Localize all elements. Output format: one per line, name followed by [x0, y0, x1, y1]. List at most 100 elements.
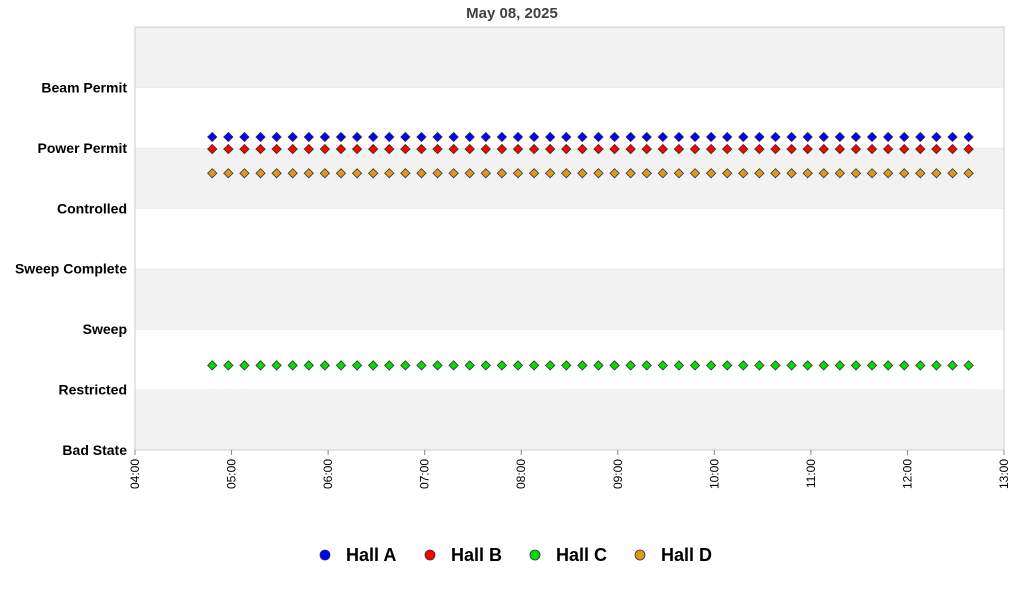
- data-point: [834, 168, 846, 179]
- data-point: [802, 168, 813, 179]
- data-point: [271, 168, 282, 179]
- data-point: [384, 131, 395, 143]
- data-point: [850, 168, 862, 179]
- data-point: [351, 168, 363, 179]
- data-point: [561, 143, 572, 155]
- data-point: [689, 168, 701, 179]
- data-point: [947, 143, 958, 155]
- data-point: [673, 131, 685, 143]
- data-point: [931, 143, 942, 155]
- x-tick-label: 11:00: [804, 459, 818, 488]
- data-point: [915, 168, 926, 179]
- plot-band: [135, 147, 1004, 209]
- data-point: [641, 143, 652, 155]
- data-point: [641, 131, 652, 143]
- data-point: [754, 168, 765, 179]
- data-point: [496, 131, 508, 143]
- data-point: [400, 168, 411, 179]
- data-point: [738, 143, 749, 155]
- data-point: [303, 360, 314, 371]
- data-point: [223, 131, 234, 143]
- x-tick-label: 04:00: [128, 459, 142, 489]
- data-point: [641, 168, 652, 179]
- data-point: [850, 360, 862, 371]
- legend: Hall A Hall B Hall C Hall D: [319, 545, 712, 565]
- data-point: [223, 168, 234, 179]
- data-point: [351, 131, 363, 143]
- data-point: [207, 131, 218, 143]
- data-point: [705, 168, 717, 179]
- data-point: [319, 168, 331, 179]
- y-axis-labels: Bad State Restricted Sweep Sweep Complete Co…: [15, 79, 127, 458]
- plot-band: [135, 389, 1004, 450]
- data-point: [368, 131, 379, 143]
- data-point: [384, 360, 395, 371]
- data-point: [351, 360, 363, 371]
- data-point: [303, 143, 314, 155]
- data-point: [770, 143, 781, 155]
- data-point: [786, 168, 797, 179]
- data-point: [625, 360, 636, 371]
- data-point: [834, 131, 846, 143]
- data-point: [625, 143, 636, 155]
- data-point: [271, 131, 282, 143]
- x-tick-label: 05:00: [225, 459, 239, 489]
- data-point: [255, 360, 266, 371]
- data-point: [335, 143, 347, 155]
- y-tick-label: Restricted: [59, 382, 127, 398]
- data-point: [512, 360, 524, 371]
- data-point: [271, 143, 282, 155]
- data-point: [319, 143, 331, 155]
- data-point: [882, 143, 894, 155]
- data-point: [609, 143, 620, 155]
- data-point: [625, 168, 636, 179]
- data-point: [384, 168, 395, 179]
- data-point: [577, 131, 588, 143]
- data-point: [432, 131, 443, 143]
- data-point: [416, 360, 427, 371]
- data-point: [882, 360, 894, 371]
- data-point: [818, 168, 829, 179]
- data-point: [770, 360, 781, 371]
- y-tick-label: Beam Permit: [41, 79, 127, 95]
- plot-band: [135, 27, 1004, 88]
- data-point: [899, 360, 910, 371]
- data-point: [673, 168, 685, 179]
- data-point: [899, 143, 910, 155]
- x-tick-label: 06:00: [321, 459, 335, 489]
- data-point: [368, 168, 379, 179]
- data-point: [657, 131, 669, 143]
- data-point: [416, 131, 427, 143]
- legend-label: Hall B: [451, 545, 502, 565]
- chart-title: May 08, 2025: [466, 5, 558, 22]
- data-point: [657, 143, 669, 155]
- data-point: [722, 168, 733, 179]
- data-point: [561, 360, 572, 371]
- data-point: [239, 131, 250, 143]
- y-tick-label: Controlled: [57, 200, 127, 216]
- data-point: [432, 143, 443, 155]
- data-point: [287, 168, 298, 179]
- plot-bands: [135, 26, 1004, 450]
- legend-label: Hall A: [346, 545, 396, 565]
- data-point: [866, 143, 878, 155]
- data-point: [577, 360, 588, 371]
- data-point: [850, 143, 862, 155]
- data-point: [545, 168, 556, 179]
- data-point: [351, 143, 363, 155]
- data-point: [512, 143, 524, 155]
- plot-band: [135, 329, 1004, 390]
- data-point: [866, 131, 878, 143]
- data-point: [303, 131, 314, 143]
- y-tick-label: Sweep: [83, 321, 127, 337]
- data-point: [545, 143, 556, 155]
- data-point: [609, 360, 620, 371]
- plot-band: [135, 208, 1004, 269]
- data-point: [947, 360, 958, 371]
- data-point: [400, 360, 411, 371]
- data-point: [561, 168, 572, 179]
- data-point: [464, 131, 475, 143]
- plot-band: [135, 268, 1004, 330]
- data-point: [400, 131, 411, 143]
- data-point: [915, 143, 926, 155]
